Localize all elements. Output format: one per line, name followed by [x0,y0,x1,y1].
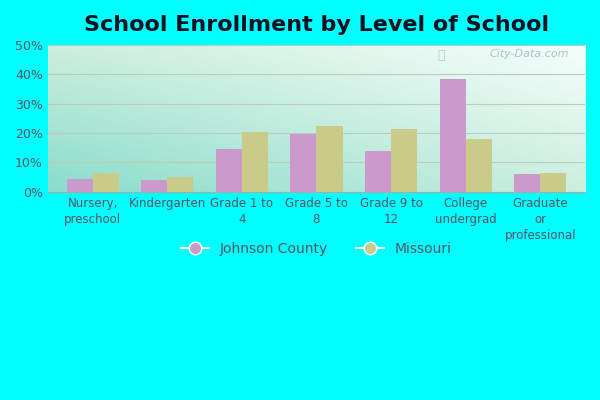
Bar [440,79,466,192]
Text: ⦿: ⦿ [438,49,445,62]
Legend: Johnson County, Missouri: Johnson County, Missouri [175,236,457,261]
Bar [365,151,391,192]
Bar [92,173,119,192]
Bar [242,132,268,192]
Bar [290,134,316,192]
Bar [466,139,492,192]
Bar [167,177,193,192]
Title: School Enrollment by Level of School: School Enrollment by Level of School [84,15,549,35]
Bar [216,149,242,192]
Text: City-Data.com: City-Data.com [490,49,569,59]
Bar [514,174,540,192]
Bar [316,126,343,192]
Bar [391,129,417,192]
Bar [67,178,92,192]
Bar [141,180,167,192]
Bar [540,173,566,192]
